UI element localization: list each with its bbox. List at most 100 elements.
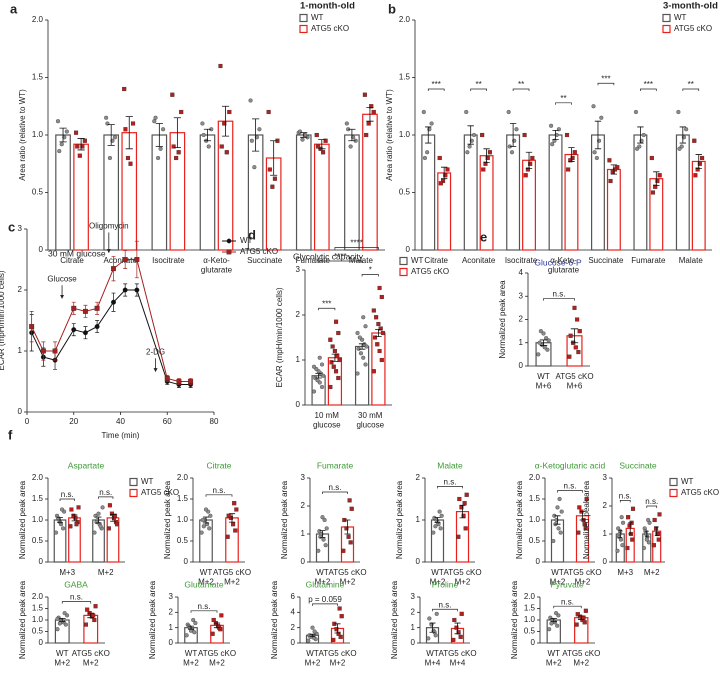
data-point (433, 524, 438, 529)
data-point (574, 622, 579, 627)
y-tick-label: 2.0 (399, 15, 411, 24)
y-tick-label: 1.0 (529, 515, 541, 524)
y-tick-label: 3 (301, 473, 306, 482)
data-point (544, 336, 549, 341)
data-point (583, 608, 588, 613)
data-point (71, 305, 77, 311)
data-point (219, 613, 224, 618)
data-point (462, 501, 467, 506)
y-tick-label: 2 (296, 310, 301, 319)
data-point (122, 257, 128, 262)
data-point (697, 161, 702, 166)
data-point (321, 150, 326, 155)
data-point (431, 530, 436, 535)
data-point (566, 167, 571, 172)
y-tick-label: 2.0 (529, 473, 541, 482)
data-point (375, 342, 380, 347)
data-point (362, 342, 367, 347)
data-point (377, 285, 382, 291)
data-point (451, 637, 456, 642)
data-point (62, 611, 67, 616)
data-point (211, 617, 216, 623)
x-tick-label: Isocitrate (505, 256, 538, 265)
x-tick-label: 40 (116, 417, 125, 426)
error-bar (107, 124, 115, 146)
data-point (626, 515, 631, 520)
error-bar (509, 123, 517, 147)
data-point (201, 524, 206, 529)
data-point (334, 627, 339, 632)
bar (344, 134, 360, 251)
y-tick-label: 2.0 (177, 473, 189, 482)
data-point (438, 526, 443, 531)
data-point (374, 315, 379, 320)
error-bar (57, 517, 63, 523)
data-point (557, 496, 562, 502)
data-point (234, 507, 239, 512)
error-bar (366, 107, 374, 122)
y-tick-label: 1.5 (529, 494, 541, 503)
error-bar (87, 612, 95, 619)
data-point (184, 633, 189, 638)
significance-label: n.s. (61, 490, 74, 499)
data-point (52, 348, 58, 354)
x-tick-label: WT M+2 (198, 568, 214, 587)
y-tick-label: 3 (18, 224, 23, 233)
data-point (653, 184, 658, 189)
legend-swatch (299, 13, 308, 23)
y-tick-label: 3 (411, 592, 416, 601)
data-point (170, 92, 175, 97)
bar (199, 519, 213, 563)
y-tick-label: 1 (519, 338, 524, 347)
bar (548, 134, 563, 251)
significance-label: ** (560, 94, 566, 103)
significance-bracket (557, 490, 583, 493)
bar (73, 143, 89, 251)
error-bar (300, 132, 308, 138)
data-point (107, 155, 112, 161)
significance-label: n.s. (561, 597, 574, 606)
data-point (328, 384, 333, 390)
data-point (630, 506, 636, 511)
data-point (77, 153, 82, 158)
data-point (548, 615, 553, 620)
error-bar (125, 116, 133, 150)
data-point (371, 109, 376, 115)
data-point (612, 167, 618, 172)
data-point (314, 132, 319, 138)
panel-letter: f (8, 427, 13, 442)
data-point (514, 127, 519, 132)
data-point (577, 505, 582, 510)
y-axis-label: Normalized peak area (390, 580, 399, 659)
data-point (300, 137, 305, 142)
data-point (677, 146, 682, 151)
data-point (615, 548, 620, 553)
data-point (594, 155, 599, 161)
chart-title: Proline (432, 579, 459, 589)
x-tick-label: ATG5 cKO M+4 (438, 649, 476, 668)
x-tick-label: 80 (210, 417, 219, 426)
y-tick-label: 0.5 (524, 627, 536, 636)
x-tick-label: Aconitate (104, 256, 138, 265)
data-point (379, 294, 384, 300)
panel-letter: d (248, 227, 256, 242)
data-point (225, 534, 230, 539)
y-axis-label: Area ratio (relative to WT) (18, 89, 27, 181)
data-point (443, 173, 448, 178)
data-point (348, 144, 353, 149)
legend-label: ATG5 cKO (141, 488, 179, 497)
x-tick-label: 20 (69, 417, 78, 426)
data-point (633, 109, 638, 115)
data-point (231, 522, 236, 527)
data-point (558, 530, 563, 535)
significance-bracket (432, 608, 458, 612)
significance-bracket (543, 298, 575, 301)
data-point (549, 123, 554, 128)
data-point (652, 517, 657, 523)
data-point (372, 335, 378, 340)
x-tick-label: M+3 (617, 568, 633, 577)
data-point (525, 167, 530, 172)
y-tick-label: 4 (519, 268, 524, 277)
